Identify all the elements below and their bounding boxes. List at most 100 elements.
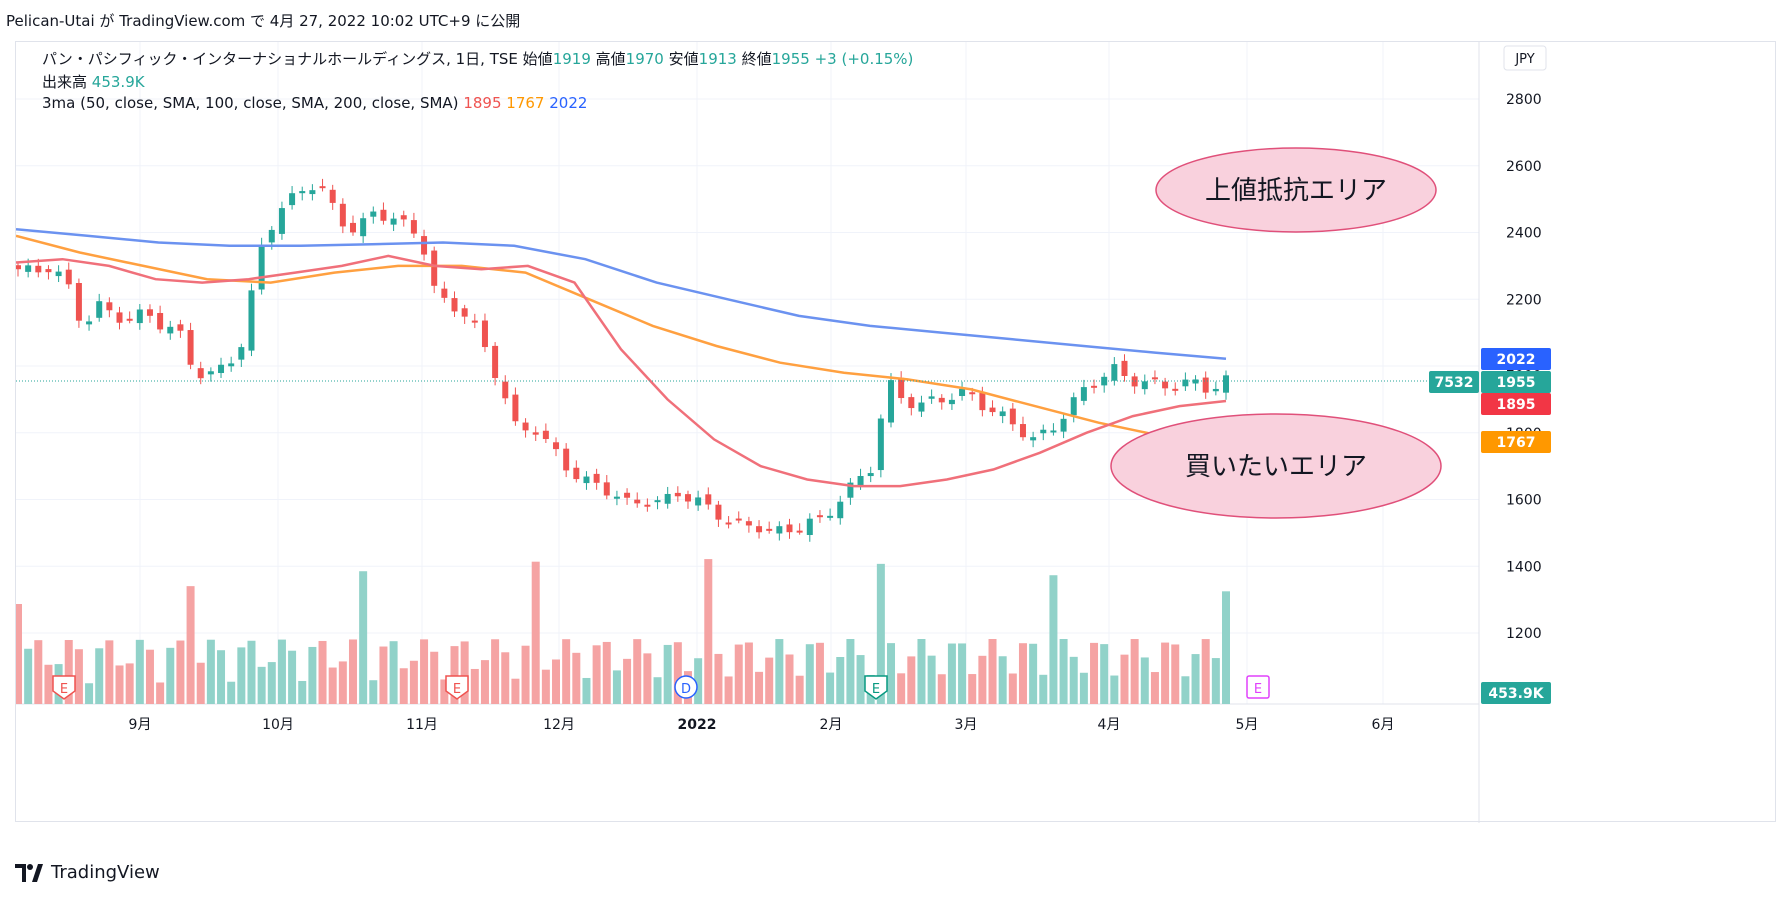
volume-bar (308, 646, 317, 704)
candle-body (888, 380, 895, 423)
candle-body (1111, 364, 1118, 381)
ma200-line (16, 227, 1227, 360)
candle-body (522, 422, 529, 431)
candle-body (248, 290, 255, 351)
close-price-tag-bg (1481, 371, 1551, 393)
volume-bar (663, 644, 672, 704)
candle-body (106, 302, 113, 311)
volume-bar (734, 644, 743, 704)
event-marker-label: D (681, 682, 691, 697)
volume-bar (826, 672, 835, 704)
volume-bar (836, 657, 845, 704)
earnings-marker-icon (864, 675, 888, 700)
candle-body (238, 347, 245, 360)
volume-bar (145, 649, 154, 704)
volume-bar (420, 639, 429, 704)
candle-body (766, 528, 773, 531)
candle-body (25, 265, 32, 272)
ma200-price-tag-bg (1481, 348, 1551, 370)
candle-body (370, 211, 377, 217)
candle-body (1060, 418, 1067, 432)
legend-line-volume: 出来高 453.9K (42, 71, 145, 92)
volume-bar (399, 668, 408, 704)
candle-body (634, 499, 641, 504)
volume-bar (196, 662, 205, 704)
candle-body (553, 442, 560, 450)
candle-body (756, 526, 763, 533)
volume-bar (1039, 674, 1048, 704)
candle-body (380, 209, 387, 221)
y-tick-label: 1600 (1506, 493, 1542, 509)
candle-body (928, 396, 935, 399)
volume-bar (247, 640, 256, 704)
ma100-price-tag: 1767 (1497, 435, 1536, 451)
candle-body (360, 218, 367, 237)
candle-body (289, 193, 296, 206)
symbol-title[interactable]: パン・パシフィック・インターナショナルホールディングス, 1日, TSE (42, 50, 518, 68)
volume-bar (531, 561, 540, 704)
volume-bar (1211, 658, 1220, 704)
volume-bar (1018, 643, 1027, 704)
event-marker-label: E (872, 682, 880, 697)
candle-body (725, 522, 732, 525)
candle-body (948, 399, 955, 405)
tradingview-logo[interactable]: TradingView (15, 862, 160, 883)
volume-bar (95, 648, 104, 704)
candle-body (624, 492, 631, 498)
high-value: 1970 (625, 50, 664, 68)
volume-bar (846, 639, 855, 704)
volume-bar (74, 649, 83, 704)
chart-frame[interactable]: 1200140016001800200022002400260028009月10… (15, 41, 1777, 823)
x-tick-label: 12月 (543, 717, 575, 733)
y-tick-label: 2800 (1506, 92, 1542, 108)
ma-label[interactable]: 3ma (50, close, SMA, 100, close, SMA, 20… (42, 94, 459, 112)
ma100-line (16, 234, 1227, 446)
candle-body (1131, 376, 1138, 387)
volume-bar (1140, 657, 1149, 704)
volume-bar (775, 639, 784, 704)
volume-bar (582, 677, 591, 704)
candles (16, 178, 1229, 542)
volume-bar (206, 639, 215, 704)
volume-label: 出来高 (42, 73, 88, 91)
candle-body (441, 288, 448, 298)
candle-body (136, 309, 143, 324)
volume-bar (552, 659, 561, 704)
volume-bar (521, 645, 530, 704)
candle-body (502, 381, 509, 399)
ma200-price-tag: 2022 (1497, 352, 1536, 368)
candle-body (1151, 377, 1158, 380)
candle-body (1182, 379, 1189, 387)
volume-bar (1120, 654, 1129, 704)
volume-bar (359, 571, 368, 704)
volume-bar (44, 664, 53, 704)
candle-body (319, 186, 326, 189)
volume-bar (480, 660, 489, 704)
volume-bar (592, 645, 601, 704)
candle-body (431, 250, 438, 286)
volume-bar (856, 655, 865, 704)
candle-body (847, 482, 854, 498)
ma100-price-tag-bg (1481, 431, 1551, 453)
volume-bar (328, 667, 337, 704)
open-value: 1919 (552, 50, 591, 68)
y-tick-label: 2600 (1506, 159, 1542, 175)
candle-body (1070, 397, 1077, 416)
x-tick-label: 2月 (820, 717, 843, 733)
buy-area-ellipse (1110, 413, 1442, 519)
volume-bar (369, 680, 378, 704)
candle-body (715, 504, 722, 520)
candle-body (492, 345, 499, 379)
price-chart[interactable]: 1200140016001800200022002400260028009月10… (16, 42, 1777, 823)
volume-bar (237, 647, 246, 704)
candle-body (664, 493, 671, 504)
candle-body (1223, 375, 1229, 393)
volume-tag: 453.9K (1488, 686, 1544, 702)
countdown-tag-bg (1429, 371, 1479, 393)
volume-bar (501, 652, 510, 704)
candle-body (421, 236, 428, 255)
volume-bar (897, 673, 906, 704)
candle-body (1202, 377, 1209, 393)
volume-bar (217, 650, 226, 704)
volume-bar (1100, 644, 1109, 704)
